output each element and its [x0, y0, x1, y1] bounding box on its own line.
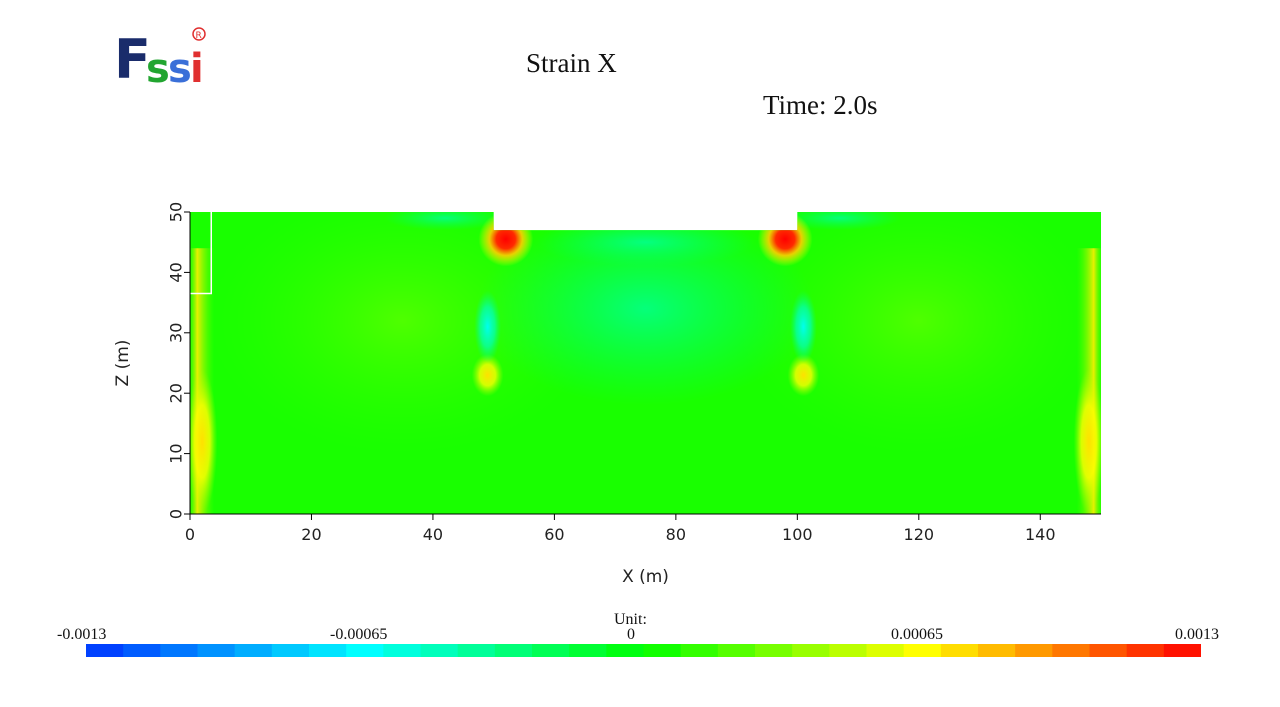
colorbar-step-5	[271, 644, 310, 657]
colorbar	[86, 644, 1201, 657]
field-top-band	[536, 218, 755, 267]
hotspot-5	[790, 290, 817, 364]
colorbar-step-16	[680, 644, 719, 657]
colorbar-step-29	[1163, 644, 1201, 657]
y-tick-label-0: 0	[167, 509, 186, 519]
colorbar-step-18	[755, 644, 793, 657]
colorbar-step-15	[643, 644, 682, 657]
colorbar-step-27	[1089, 644, 1128, 657]
colorbar-unit: Unit:	[614, 611, 647, 628]
field-lobe-1	[736, 212, 1101, 454]
colorbar-label-neg-half: -0.00065	[330, 626, 388, 643]
colorbar-step-25	[1015, 644, 1053, 657]
colorbar-step-28	[1126, 644, 1165, 657]
x-tick-label-140: 140	[1025, 525, 1056, 544]
colorbar-step-0	[86, 644, 124, 657]
x-tick-label-60: 60	[544, 525, 564, 544]
plot-axes: 0 20 40 60 80 100 120 140 0 10 20 30 40 50	[167, 202, 1101, 544]
colorbar-step-8	[383, 644, 421, 657]
y-axis-label: Z (m)	[113, 340, 133, 387]
inset-outline	[190, 212, 213, 295]
time-readout: Time: 2.0s	[763, 90, 878, 120]
x-tick-label-120: 120	[904, 525, 935, 544]
x-tick-label-20: 20	[301, 525, 321, 544]
colorbar-step-4	[234, 644, 273, 657]
field-center-band	[475, 212, 816, 406]
colorbar-step-21	[866, 644, 905, 657]
colorbar-step-3	[197, 644, 236, 657]
hotspot-6	[190, 369, 218, 514]
y-tick-label-50: 50	[167, 202, 186, 222]
hotspot-1	[757, 212, 813, 267]
colorbar-step-1	[123, 644, 161, 657]
hotspot-0	[478, 212, 534, 267]
y-tick-label-30: 30	[167, 323, 186, 343]
field-right-surface	[779, 212, 901, 231]
y-tick-label-10: 10	[167, 443, 186, 463]
colorbar-step-13	[569, 644, 607, 657]
colorbar-step-26	[1052, 644, 1090, 657]
logo-letter-i: i	[190, 46, 202, 90]
colorbar-step-9	[420, 644, 459, 657]
hotspot-2	[471, 353, 504, 397]
x-tick-label-0: 0	[185, 525, 195, 544]
colorbar-step-11	[494, 644, 533, 657]
chart-title: Strain X	[526, 48, 617, 78]
colorbar-label-min: -0.0013	[57, 626, 107, 643]
registered-mark-icon	[192, 27, 206, 41]
x-tick-label-80: 80	[666, 525, 686, 544]
colorbar-step-2	[160, 644, 198, 657]
colorbar-label-max: 0.0013	[1175, 626, 1219, 643]
logo-letter-f: F	[114, 28, 149, 90]
colorbar-step-10	[457, 644, 496, 657]
colorbar-step-12	[532, 644, 570, 657]
y-tick-label-20: 20	[167, 383, 186, 403]
fssi-logo: F s s i R	[112, 20, 212, 92]
x-tick-label-40: 40	[423, 525, 443, 544]
colorbar-step-22	[903, 644, 942, 657]
colorbar-label-pos-half: 0.00065	[891, 626, 943, 643]
colorbar-step-24	[978, 644, 1016, 657]
colorbar-step-14	[606, 644, 644, 657]
y-tick-label-40: 40	[167, 262, 186, 282]
x-axis-label: X (m)	[622, 567, 669, 587]
strain-field	[190, 212, 1101, 514]
colorbar-step-6	[309, 644, 347, 657]
colorbar-step-19	[792, 644, 830, 657]
colorbar-step-7	[346, 644, 384, 657]
x-tick-label-100: 100	[782, 525, 813, 544]
colorbar-step-23	[940, 644, 979, 657]
hotspot-4	[474, 290, 501, 364]
registered-letter: R	[196, 31, 202, 41]
logo-letter-s2: s	[168, 46, 190, 90]
colorbar-step-17	[717, 644, 756, 657]
hotspot-7	[1073, 369, 1101, 514]
logo-letter-s1: s	[146, 46, 168, 90]
field-left-surface	[384, 212, 506, 231]
hotspot-3	[787, 353, 820, 397]
colorbar-label-zero: 0	[627, 626, 635, 643]
colorbar-step-20	[829, 644, 867, 657]
